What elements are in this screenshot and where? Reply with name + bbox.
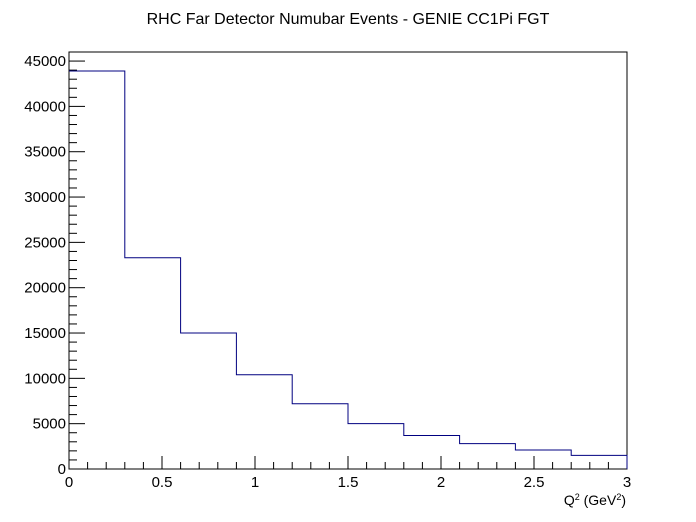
x-tick-label: 1.5 <box>338 474 359 491</box>
y-tick-label: 15000 <box>24 325 66 342</box>
y-tick-label: 20000 <box>24 280 66 297</box>
chart-title: RHC Far Detector Numubar Events - GENIE … <box>147 11 550 28</box>
y-tick-label: 30000 <box>24 189 66 206</box>
x-tick-label: 1 <box>251 474 259 491</box>
y-tick-label: 25000 <box>24 234 66 251</box>
y-tick-label: 10000 <box>24 370 66 387</box>
y-tick-label: 40000 <box>24 98 66 115</box>
y-tick-label: 5000 <box>33 416 66 433</box>
axis-ticks <box>68 51 628 470</box>
x-tick-label: 0 <box>65 474 73 491</box>
x-tick-label: 2.5 <box>524 474 545 491</box>
axis-tick-labels: 0 0.5 1 1.5 2 2.5 3 0 5000 10000 15000 20000 25000 30… <box>24 53 631 491</box>
x-tick-label: 0.5 <box>152 474 173 491</box>
x-tick-label: 2 <box>437 474 445 491</box>
y-tick-label: 0 <box>58 461 66 478</box>
histogram-line <box>69 70 628 469</box>
y-tick-label: 35000 <box>24 144 66 161</box>
y-tick-label: 45000 <box>24 53 66 70</box>
x-axis-title: Q2 (GeV2) <box>564 492 626 508</box>
x-tick-label: 3 <box>623 474 631 491</box>
